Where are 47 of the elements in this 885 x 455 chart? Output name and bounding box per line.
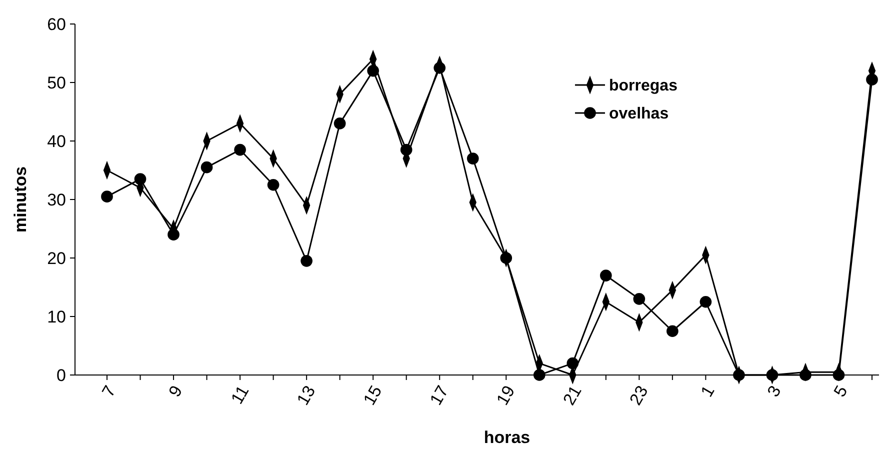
legend-label: ovelhas <box>609 106 669 123</box>
x-tick-label: 23 <box>626 382 652 408</box>
y-tick-label: 10 <box>47 307 66 326</box>
legend-label: borregas <box>609 78 678 95</box>
point <box>434 62 446 74</box>
point <box>800 369 812 381</box>
x-tick-label: 21 <box>559 382 586 408</box>
point <box>832 369 845 381</box>
point <box>733 369 745 381</box>
x-tick-label: 1 <box>697 382 718 400</box>
x-tick-label: 7 <box>98 382 120 400</box>
point <box>168 228 180 241</box>
y-tick-label: 30 <box>47 190 66 210</box>
x-tick-label: 17 <box>426 382 452 408</box>
y-tick-label: 40 <box>47 132 66 151</box>
point <box>866 74 878 86</box>
point <box>400 144 412 156</box>
point <box>200 161 213 174</box>
x-tick-label: 13 <box>293 382 320 408</box>
x-tick-label: 11 <box>227 382 253 408</box>
point <box>700 296 712 308</box>
point <box>766 369 778 381</box>
point <box>300 255 312 267</box>
x-tick-label: 9 <box>164 382 186 400</box>
x-axis-title: horas <box>484 428 530 447</box>
x-tick-label: 5 <box>830 382 852 400</box>
point <box>466 152 479 164</box>
point <box>101 190 113 202</box>
y-tick-label: 20 <box>47 248 66 268</box>
point <box>666 325 678 338</box>
y-tick-label: 0 <box>56 366 66 385</box>
y-tick-label: 50 <box>47 73 66 92</box>
point <box>500 252 512 264</box>
point <box>267 178 280 191</box>
point <box>134 173 146 185</box>
x-tick-label: 15 <box>360 382 386 408</box>
point <box>533 369 546 381</box>
y-tick-label: 60 <box>47 14 66 34</box>
point <box>367 64 380 77</box>
x-tick-label: 3 <box>764 382 785 400</box>
point <box>633 293 646 305</box>
x-tick-label: 19 <box>492 382 519 408</box>
point <box>334 118 346 130</box>
point <box>234 144 246 156</box>
point <box>600 270 612 282</box>
point <box>566 357 579 370</box>
y-axis-title: minutos <box>11 166 30 233</box>
